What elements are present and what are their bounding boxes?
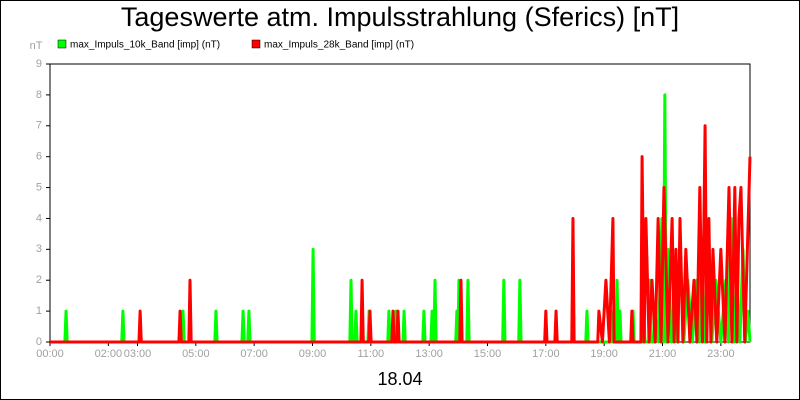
y-tick-label: 3	[36, 243, 42, 255]
legend-swatch	[57, 39, 67, 49]
y-tick-label: 8	[36, 89, 42, 101]
x-tick-label: 23:00	[707, 348, 735, 360]
legend-label: max_Impuls_10k_Band [imp] (nT)	[70, 40, 220, 51]
x-tick-label: 19:00	[590, 348, 618, 360]
x-tick-label: 13:00	[415, 348, 443, 360]
y-tick-label: 9	[36, 58, 42, 70]
x-tick-label: 11:00	[357, 348, 384, 360]
x-tick-label: 21:00	[649, 348, 677, 360]
plot-area	[49, 63, 751, 343]
y-tick-label: 5	[36, 181, 42, 193]
x-tick-label: 17:00	[532, 348, 560, 360]
x-tick-label: 03:00	[124, 348, 152, 360]
x-tick-label: 00:00	[36, 348, 64, 360]
x-tick-label: 07:00	[240, 348, 268, 360]
y-tick-label: 1	[36, 305, 42, 317]
series-line	[50, 124, 752, 344]
x-tick-label: 15:00	[474, 348, 502, 360]
legend-label: max_Impuls_28k_Band [imp] (nT)	[264, 40, 414, 51]
chart-title: Tageswerte atm. Impulsstrahlung (Sferics…	[121, 2, 679, 32]
y-tick-label: 6	[36, 151, 42, 163]
y-tick-label: 7	[36, 120, 42, 132]
y-unit: nT	[30, 40, 43, 52]
x-tick-label: 02:00	[95, 348, 123, 360]
x-tick-label: 05:00	[182, 348, 210, 360]
x-label: 18.04	[377, 369, 422, 389]
legend-swatch	[251, 39, 261, 49]
y-tick-label: 0	[36, 336, 42, 348]
x-tick-label: 09:00	[299, 348, 327, 360]
y-tick-label: 2	[36, 274, 42, 286]
y-tick-label: 4	[36, 212, 42, 224]
